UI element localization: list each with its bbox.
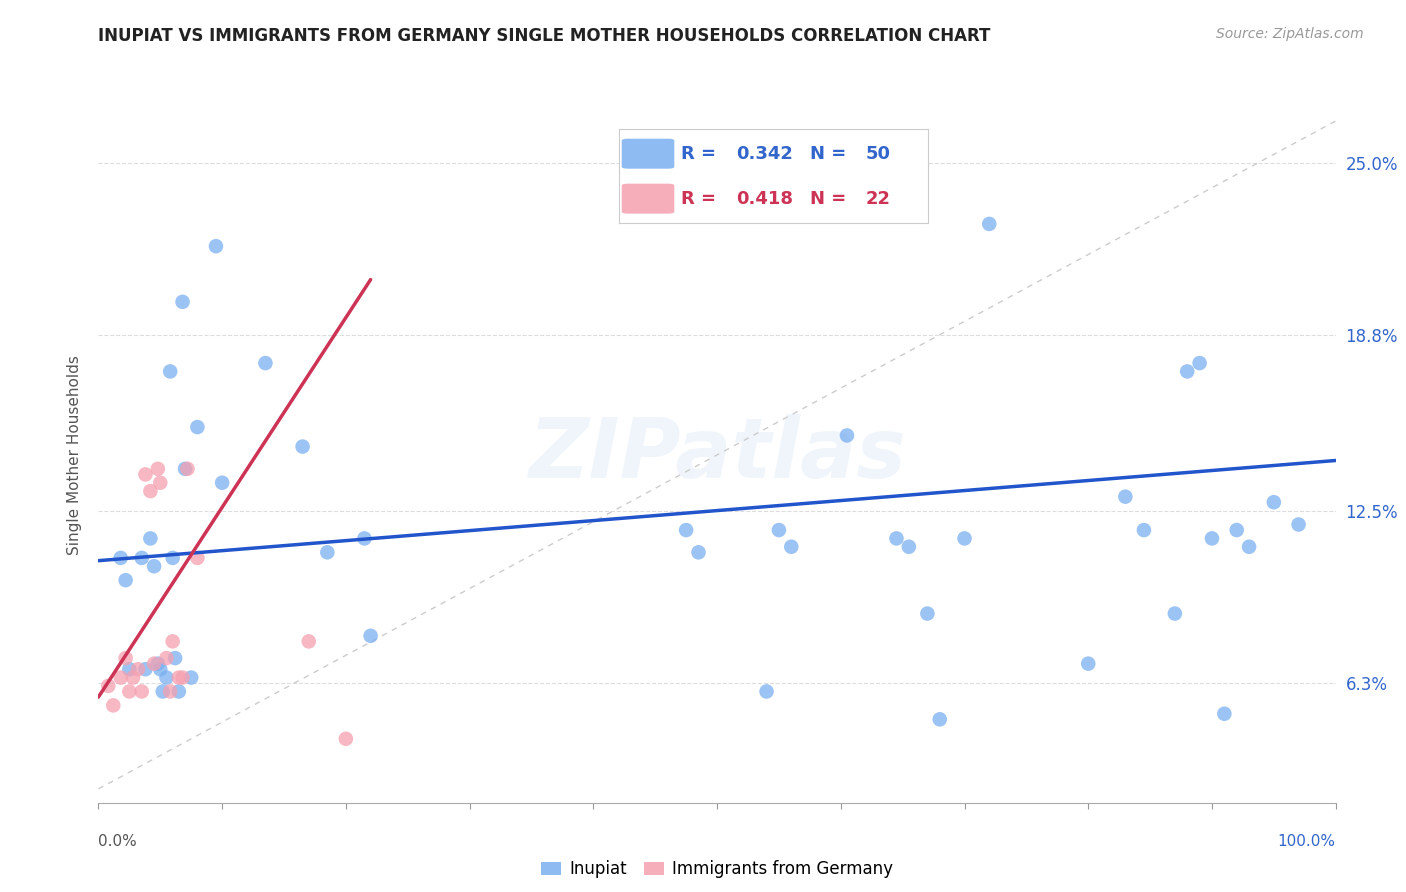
Text: 0.418: 0.418	[737, 190, 793, 208]
Point	[298, 634, 321, 648]
Text: 0.0%: 0.0%	[98, 834, 138, 849]
Point	[1201, 532, 1223, 546]
Point	[675, 523, 697, 537]
Point	[149, 662, 172, 676]
Point	[167, 684, 190, 698]
Point	[162, 634, 184, 648]
Point	[127, 662, 149, 676]
Point	[917, 607, 939, 621]
Text: INUPIAT VS IMMIGRANTS FROM GERMANY SINGLE MOTHER HOUSEHOLDS CORRELATION CHART: INUPIAT VS IMMIGRANTS FROM GERMANY SINGL…	[98, 27, 991, 45]
Point	[159, 684, 181, 698]
Text: ZIPatlas: ZIPatlas	[529, 415, 905, 495]
Point	[316, 545, 339, 559]
Point	[1288, 517, 1310, 532]
Text: 0.342: 0.342	[737, 145, 793, 162]
Point	[167, 671, 190, 685]
Point	[928, 712, 950, 726]
Point	[146, 462, 169, 476]
Point	[1077, 657, 1099, 671]
Point	[172, 671, 194, 685]
Point	[186, 420, 208, 434]
Text: R =: R =	[681, 190, 721, 208]
Point	[159, 364, 181, 378]
Point	[97, 679, 120, 693]
Point	[103, 698, 125, 713]
Point	[897, 540, 920, 554]
Point	[149, 475, 172, 490]
Point	[118, 684, 141, 698]
Point	[186, 550, 208, 565]
Point	[114, 573, 136, 587]
Text: 100.0%: 100.0%	[1278, 834, 1336, 849]
Point	[146, 657, 169, 671]
Text: 50: 50	[866, 145, 891, 162]
Point	[143, 559, 166, 574]
Text: R =: R =	[681, 145, 721, 162]
Y-axis label: Single Mother Households: Single Mother Households	[67, 355, 83, 555]
Point	[155, 671, 177, 685]
Point	[1263, 495, 1285, 509]
Point	[1188, 356, 1211, 370]
Point	[780, 540, 803, 554]
Point	[162, 550, 184, 565]
Point	[110, 671, 132, 685]
FancyBboxPatch shape	[621, 139, 675, 169]
Point	[172, 294, 194, 309]
Point	[979, 217, 1001, 231]
Text: Source: ZipAtlas.com: Source: ZipAtlas.com	[1216, 27, 1364, 41]
Point	[143, 657, 166, 671]
Point	[118, 662, 141, 676]
Point	[205, 239, 228, 253]
Point	[291, 440, 314, 454]
Legend: Inupiat, Immigrants from Germany: Inupiat, Immigrants from Germany	[534, 854, 900, 885]
Point	[1213, 706, 1236, 721]
Point	[1114, 490, 1136, 504]
Text: N =: N =	[810, 145, 853, 162]
Point	[335, 731, 357, 746]
Text: 22: 22	[866, 190, 891, 208]
Point	[353, 532, 375, 546]
Point	[139, 484, 162, 499]
Point	[131, 550, 153, 565]
Point	[254, 356, 277, 370]
FancyBboxPatch shape	[621, 184, 675, 214]
Point	[114, 651, 136, 665]
Point	[165, 651, 187, 665]
Point	[131, 684, 153, 698]
Point	[155, 651, 177, 665]
Point	[180, 671, 202, 685]
Point	[174, 462, 197, 476]
Point	[1175, 364, 1198, 378]
Point	[688, 545, 710, 559]
Point	[134, 662, 156, 676]
Point	[176, 462, 198, 476]
Point	[755, 684, 778, 698]
Point	[835, 428, 858, 442]
Point	[122, 671, 145, 685]
Point	[953, 532, 976, 546]
Point	[1133, 523, 1156, 537]
Point	[1237, 540, 1260, 554]
Point	[110, 550, 132, 565]
Point	[360, 629, 382, 643]
Point	[134, 467, 156, 482]
Point	[139, 532, 162, 546]
Point	[768, 523, 790, 537]
Point	[152, 684, 174, 698]
Point	[1226, 523, 1249, 537]
Point	[211, 475, 233, 490]
Point	[1164, 607, 1187, 621]
Point	[886, 532, 908, 546]
Text: N =: N =	[810, 190, 853, 208]
